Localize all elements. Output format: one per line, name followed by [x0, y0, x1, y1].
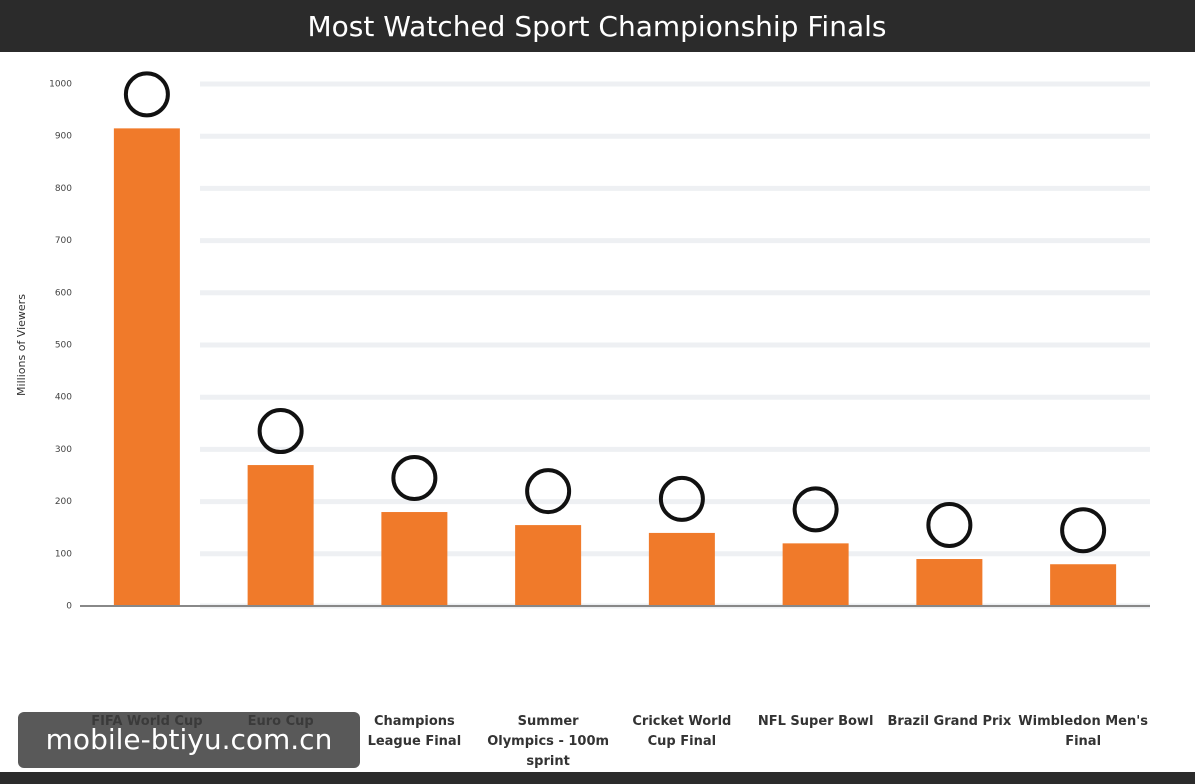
sport-icon	[926, 502, 973, 549]
sport-icon	[391, 455, 438, 502]
bar	[782, 543, 849, 606]
sport-icon	[658, 475, 705, 522]
x-tick-label: Summer Olympics - 100m sprint	[487, 714, 610, 769]
bar	[1050, 564, 1117, 606]
y-tick-label: 0	[66, 602, 72, 612]
y-tick-label: 500	[55, 341, 72, 351]
y-tick-label: 700	[55, 236, 72, 246]
x-tick-label: NFL Super Bowl	[757, 714, 874, 729]
sport-icon	[257, 408, 304, 455]
chart-title: Most Watched Sport Championship Finals	[308, 10, 887, 43]
x-tick-label: Wimbledon Men's Final	[1018, 714, 1148, 749]
bar	[515, 525, 582, 606]
bar	[381, 512, 448, 606]
y-tick-label: 400	[55, 393, 72, 403]
bar	[648, 532, 715, 606]
y-tick-label: 800	[55, 184, 72, 194]
bar	[113, 128, 180, 606]
y-tick-label: 1000	[49, 80, 72, 90]
x-tick-label: Cricket World Cup Final	[632, 714, 732, 749]
y-tick-label: 300	[55, 445, 72, 455]
sport-icon	[525, 468, 572, 515]
bar	[247, 465, 314, 606]
y-tick-label: 100	[55, 549, 72, 559]
x-tick-label: Brazil Grand Prix	[887, 714, 1012, 729]
y-tick-label: 900	[55, 132, 72, 142]
footer-bar	[0, 772, 1195, 784]
watermark: mobile-btiyu.com.cn	[18, 712, 360, 768]
header-bar	[0, 0, 1195, 52]
y-tick-label: 200	[55, 497, 72, 507]
sport-icon	[792, 486, 839, 533]
sport-icon	[123, 71, 170, 118]
bar	[916, 559, 983, 606]
sport-icon	[1060, 507, 1107, 554]
x-tick-label: Champions League Final	[367, 714, 462, 749]
y-tick-label: 600	[55, 288, 72, 298]
y-axis-label: Millions of Viewers	[15, 294, 28, 396]
